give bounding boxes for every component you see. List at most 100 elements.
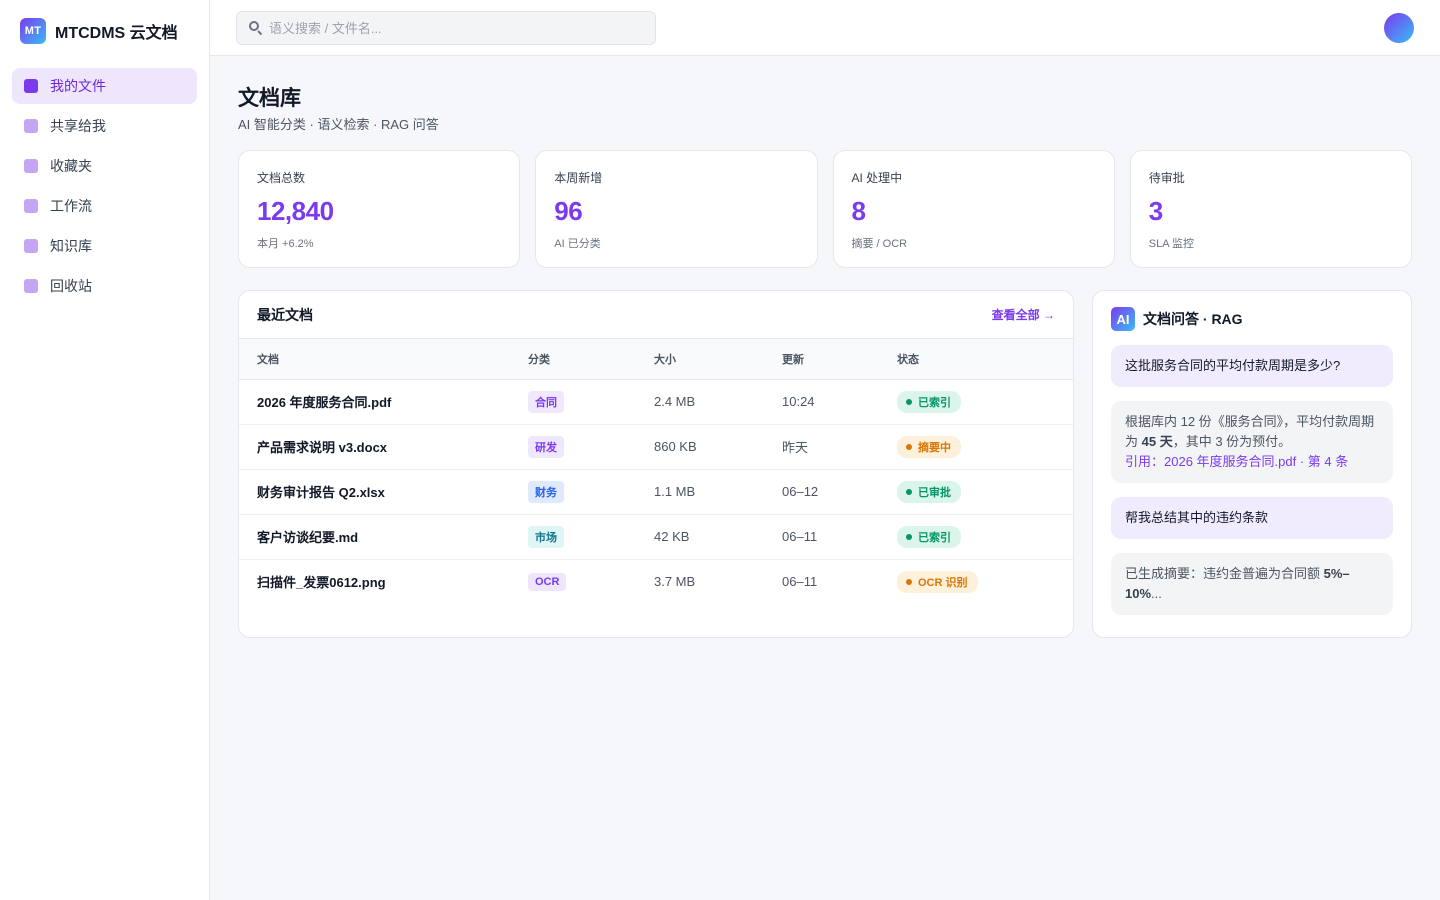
stat-note: SLA 监控 bbox=[1148, 238, 1194, 250]
sidebar-item-my-files[interactable]: 我的文件 bbox=[12, 68, 197, 104]
square-icon bbox=[24, 279, 38, 293]
sidebar-item-recycle-bin[interactable]: 回收站 bbox=[12, 268, 197, 304]
brand-name: MTCDMS 云文档 bbox=[55, 25, 178, 42]
stat-card-ai-processing: AI 处理中 8 摘要 / OCR bbox=[832, 150, 1115, 268]
ai-icon: AI bbox=[1111, 307, 1135, 331]
document-updated: 昨天 bbox=[782, 424, 897, 470]
status-text: OCR 识别 bbox=[918, 576, 968, 589]
page-subtitle: AI 智能分类 · 语义检索 · RAG 问答 bbox=[238, 117, 439, 132]
sidebar-item-label: 我的文件 bbox=[50, 78, 106, 94]
stat-note: AI 已分类 bbox=[554, 238, 601, 250]
status-text: 已审批 bbox=[918, 486, 951, 499]
stat-note: 摘要 / OCR bbox=[851, 238, 908, 250]
category-tag: 市场 bbox=[528, 525, 564, 548]
stat-label: 本周新增 bbox=[554, 171, 603, 185]
assistant-text: ，其中 3 份为预付。 bbox=[1172, 434, 1292, 449]
table-row[interactable]: 扫描件_发票0612.png OCR 3.7 MB 06–11 OCR 识别 bbox=[239, 559, 1073, 604]
stat-note: 本月 +6.2% bbox=[257, 238, 314, 250]
table-row[interactable]: 2026 年度服务合同.pdf 合同 2.4 MB 10:24 已索引 bbox=[239, 379, 1073, 425]
search-input[interactable] bbox=[269, 20, 629, 36]
sidebar-item-shared-with-me[interactable]: 共享给我 bbox=[12, 108, 197, 144]
search-box[interactable] bbox=[236, 11, 656, 45]
status-dot-icon bbox=[906, 443, 912, 450]
stat-label: 待审批 bbox=[1148, 171, 1185, 185]
search-icon bbox=[249, 21, 263, 36]
status-badge: 已索引 bbox=[897, 390, 961, 413]
table-row[interactable]: 客户访谈纪要.md 市场 42 KB 06–11 已索引 bbox=[239, 514, 1073, 560]
recent-documents-title: 最近文档 bbox=[257, 306, 313, 323]
square-icon bbox=[24, 239, 38, 253]
status-text: 摘要中 bbox=[918, 441, 951, 454]
assistant-text: 根据库内 12 份《服务合同》，平均付款周期为 bbox=[1125, 414, 1375, 449]
sidebar-item-favorites[interactable]: 收藏夹 bbox=[12, 148, 197, 184]
document-updated: 06–12 bbox=[782, 469, 897, 515]
status-dot-icon bbox=[906, 578, 912, 585]
column-header-status[interactable]: 状态 bbox=[897, 339, 1073, 380]
sidebar-item-label: 工作流 bbox=[50, 198, 92, 214]
status-badge: 摘要中 bbox=[897, 435, 961, 458]
sidebar-item-workflow[interactable]: 工作流 bbox=[12, 188, 197, 224]
document-updated: 06–11 bbox=[782, 574, 818, 590]
table-row[interactable]: 财务审计报告 Q2.xlsx 财务 1.1 MB 06–12 已审批 bbox=[239, 469, 1073, 515]
stat-card-new-this-week: 本周新增 96 AI 已分类 bbox=[535, 150, 818, 268]
square-icon bbox=[24, 119, 38, 133]
recent-documents-card: 最近文档 查看全部 → 文档 分类 大小 更新 状态 2026 年度服务合同.p… bbox=[238, 290, 1074, 638]
square-icon bbox=[24, 199, 38, 213]
column-header-document[interactable]: 文档 bbox=[239, 339, 528, 380]
document-size: 860 KB bbox=[654, 424, 782, 470]
category-tag: 研发 bbox=[528, 435, 564, 458]
avatar[interactable] bbox=[1384, 13, 1414, 43]
sidebar: MT MTCDMS 云文档 我的文件 共享给我 收藏夹 工作流 知识库 回收站 bbox=[0, 0, 210, 900]
document-name[interactable]: 客户访谈纪要.md bbox=[239, 514, 528, 560]
document-size: 2.4 MB bbox=[654, 379, 782, 425]
status-dot-icon bbox=[906, 488, 912, 495]
brand-logo: MT bbox=[20, 18, 46, 44]
stat-value: 3 bbox=[1148, 196, 1163, 226]
document-name[interactable]: 财务审计报告 Q2.xlsx bbox=[239, 469, 528, 515]
stat-value: 96 bbox=[554, 196, 583, 226]
stat-card-total: 文档总数 12,840 本月 +6.2% bbox=[238, 150, 521, 268]
assistant-highlight: 5%–10% bbox=[1125, 566, 1350, 601]
sidebar-item-label: 共享给我 bbox=[50, 118, 106, 134]
table-header-row: 文档 分类 大小 更新 状态 bbox=[239, 339, 1073, 380]
document-size: 42 KB bbox=[654, 514, 782, 560]
square-icon bbox=[24, 159, 38, 173]
assistant-text: 已生成摘要：违约金普遍为合同额 bbox=[1125, 566, 1324, 581]
stat-label: 文档总数 bbox=[257, 171, 306, 185]
citation-link[interactable]: 引用：2026 年度服务合同.pdf · 第 4 条 bbox=[1125, 454, 1349, 469]
column-header-category[interactable]: 分类 bbox=[528, 339, 654, 380]
documents-table: 文档 分类 大小 更新 状态 2026 年度服务合同.pdf 合同 2.4 MB… bbox=[239, 339, 1073, 604]
sidebar-item-knowledge-base[interactable]: 知识库 bbox=[12, 228, 197, 264]
rag-header: AI 文档问答 · RAG bbox=[1111, 307, 1393, 331]
sidebar-item-label: 知识库 bbox=[50, 238, 92, 254]
square-icon bbox=[24, 79, 38, 93]
sidebar-nav: 我的文件 共享给我 收藏夹 工作流 知识库 回收站 bbox=[0, 62, 209, 304]
category-tag: 合同 bbox=[528, 390, 564, 413]
sidebar-item-label: 收藏夹 bbox=[50, 158, 92, 174]
column-header-size[interactable]: 大小 bbox=[654, 339, 782, 380]
category-tag: 财务 bbox=[528, 480, 564, 503]
status-text: 已索引 bbox=[918, 531, 951, 544]
brand[interactable]: MT MTCDMS 云文档 bbox=[0, 0, 209, 62]
document-size: 1.1 MB bbox=[654, 469, 782, 515]
stat-value: 8 bbox=[851, 196, 866, 226]
stats-row: 文档总数 12,840 本月 +6.2% 本周新增 96 AI 已分类 AI 处… bbox=[238, 150, 1412, 268]
status-dot-icon bbox=[906, 533, 912, 540]
assistant-message: 已生成摘要：违约金普遍为合同额 5%–10%... bbox=[1111, 553, 1393, 615]
recent-documents-header: 最近文档 查看全部 → bbox=[239, 291, 1073, 339]
user-message: 帮我总结其中的违约条款 bbox=[1111, 497, 1393, 539]
status-badge: 已审批 bbox=[897, 480, 961, 503]
stat-label: AI 处理中 bbox=[851, 171, 903, 185]
stat-value: 12,840 bbox=[257, 196, 334, 226]
category-tag: OCR bbox=[528, 572, 567, 591]
column-header-updated[interactable]: 更新 bbox=[782, 339, 897, 380]
document-name[interactable]: 产品需求说明 v3.docx bbox=[239, 424, 528, 470]
document-name[interactable]: 扫描件_发票0612.png bbox=[257, 575, 386, 591]
table-row[interactable]: 产品需求说明 v3.docx 研发 860 KB 昨天 摘要中 bbox=[239, 424, 1073, 470]
rag-chat-card: AI 文档问答 · RAG 这批服务合同的平均付款周期是多少? 根据库内 12 … bbox=[1092, 290, 1412, 638]
document-updated: 06–11 bbox=[782, 514, 897, 560]
view-all-link[interactable]: 查看全部 → bbox=[991, 308, 1055, 322]
status-badge: OCR 识别 bbox=[897, 570, 978, 593]
document-size: 3.7 MB bbox=[654, 574, 696, 590]
document-name[interactable]: 2026 年度服务合同.pdf bbox=[239, 379, 528, 425]
